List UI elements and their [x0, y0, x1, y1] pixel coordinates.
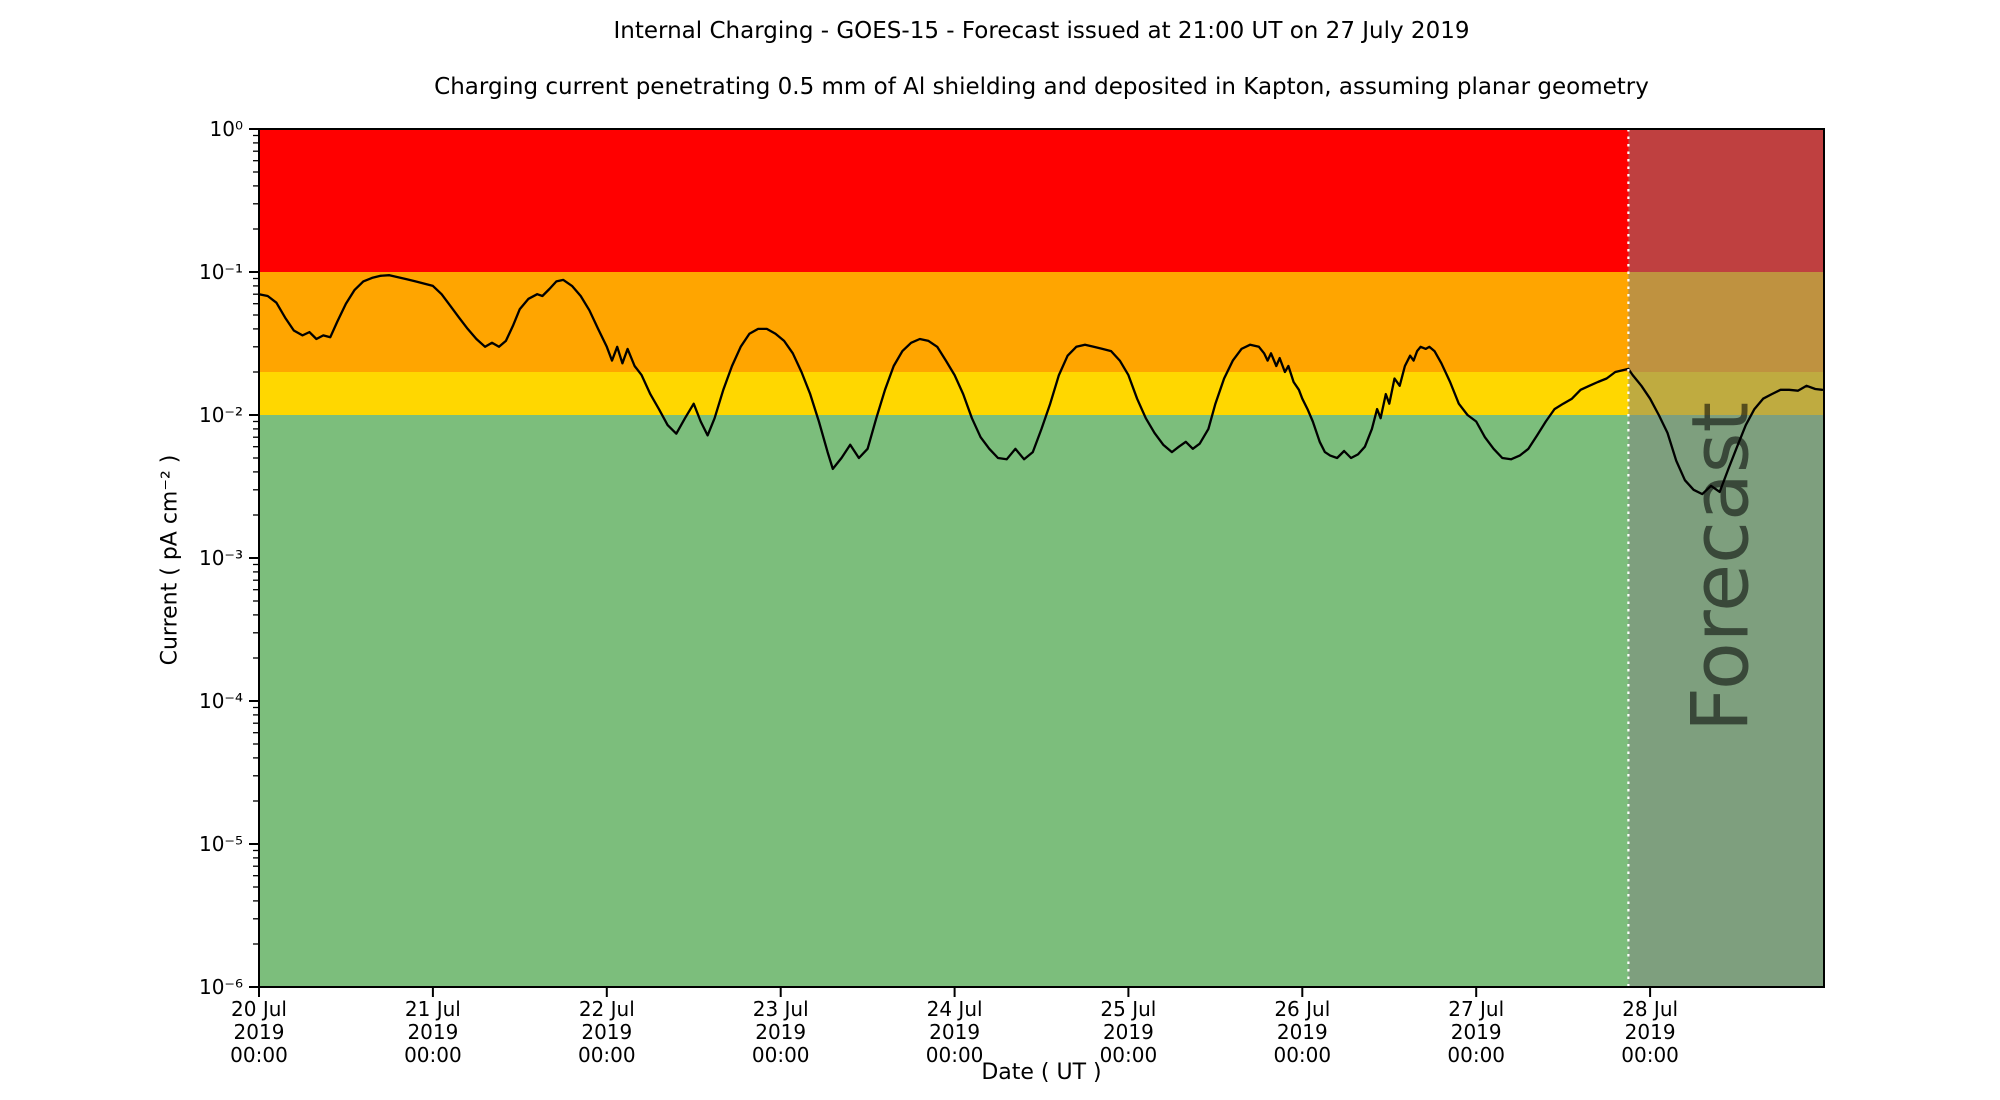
threshold-band-red: [259, 129, 1824, 272]
x-axis-label: Date ( UT ): [981, 1060, 1102, 1085]
x-tick-label: 23 Jul: [753, 997, 809, 1021]
x-tick-label: 27 Jul: [1448, 997, 1504, 1021]
x-tick-label: 22 Jul: [579, 997, 635, 1021]
x-tick-label: 00:00: [752, 1043, 810, 1067]
threshold-band-green: [259, 415, 1824, 987]
x-tick-label: 21 Jul: [405, 997, 461, 1021]
y-axis-label: Current ( pA cm⁻² ): [157, 454, 183, 666]
x-tick-label: 28 Jul: [1622, 997, 1678, 1021]
x-tick-label: 25 Jul: [1100, 997, 1156, 1021]
x-tick-label: 2019: [1451, 1020, 1502, 1044]
x-tick-label: 2019: [581, 1020, 632, 1044]
threshold-band-orange: [259, 272, 1824, 372]
charging-current-line: [257, 274, 1824, 496]
x-tick-label: 20 Jul: [231, 997, 287, 1021]
x-tick-label: 00:00: [1621, 1043, 1679, 1067]
x-tick-label: 00:00: [926, 1043, 984, 1067]
x-tick-label: 00:00: [1100, 1043, 1158, 1067]
y-tick-label: 10⁻⁵: [199, 832, 243, 856]
x-tick-label: 2019: [1277, 1020, 1328, 1044]
x-tick-label: 00:00: [230, 1043, 288, 1067]
y-tick-label: 10⁻⁶: [199, 975, 243, 999]
x-tick-label: 26 Jul: [1274, 997, 1330, 1021]
x-tick-label: 2019: [407, 1020, 458, 1044]
x-tick-label: 24 Jul: [927, 997, 983, 1021]
y-tick-label: 10⁻¹: [199, 260, 243, 284]
x-tick-label: 00:00: [1447, 1043, 1505, 1067]
forecast-watermark: Forecast: [1677, 402, 1767, 732]
x-tick-label: 00:00: [404, 1043, 462, 1067]
chart-subtitle: Charging current penetrating 0.5 mm of A…: [434, 74, 1649, 100]
forecast-overlay: [1628, 129, 1824, 987]
x-tick-label: 2019: [755, 1020, 806, 1044]
x-tick-label: 2019: [234, 1020, 285, 1044]
x-tick-label: 2019: [1103, 1020, 1154, 1044]
y-tick-label: 10⁻²: [199, 403, 243, 427]
x-tick-label: 00:00: [578, 1043, 636, 1067]
threshold-band-yellow: [259, 372, 1824, 415]
x-tick-label: 2019: [1625, 1020, 1676, 1044]
x-tick-label: 00:00: [1273, 1043, 1331, 1067]
figure-title: Internal Charging - GOES-15 - Forecast i…: [613, 18, 1470, 44]
y-tick-label: 10⁰: [210, 117, 243, 141]
x-tick-label: 2019: [929, 1020, 980, 1044]
y-tick-label: 10⁻⁴: [199, 689, 243, 713]
y-tick-label: 10⁻³: [199, 546, 243, 570]
